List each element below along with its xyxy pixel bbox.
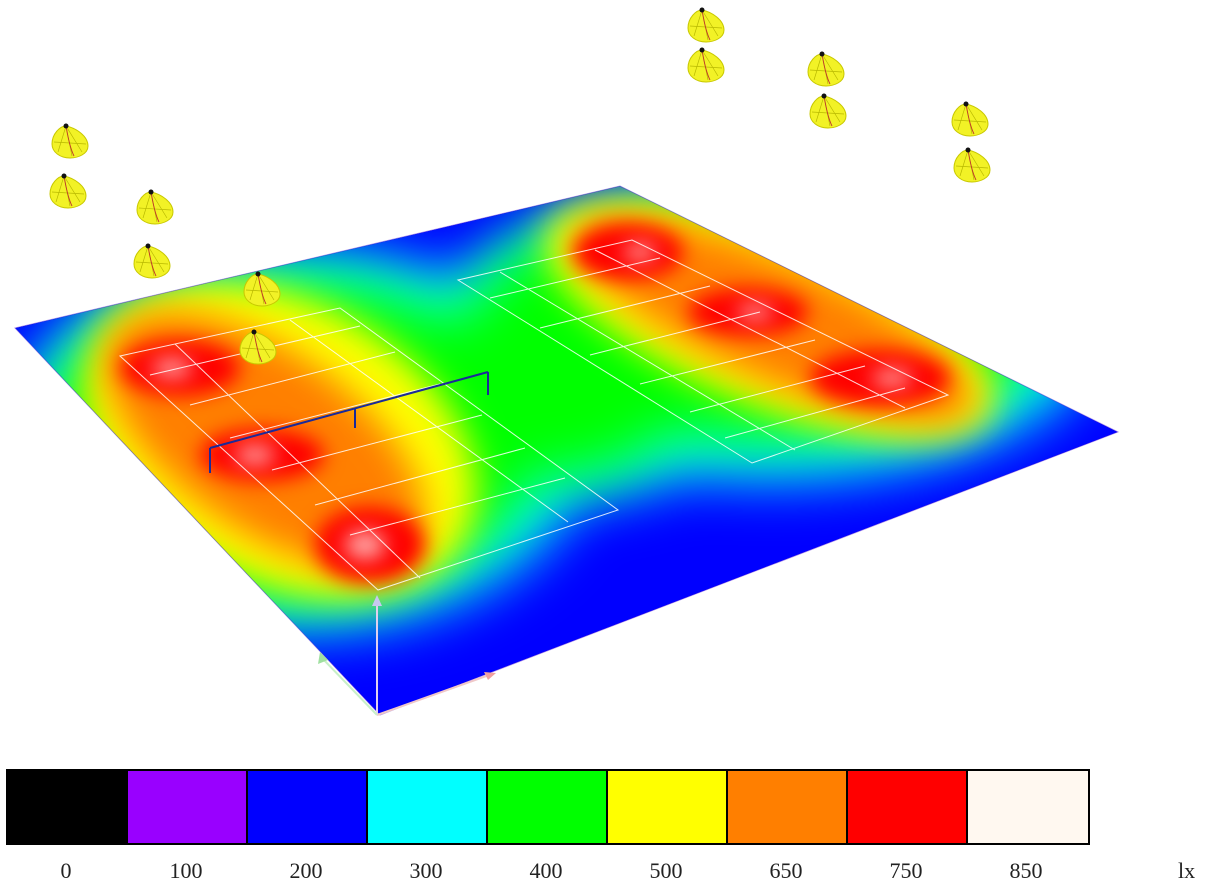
legend-label-200: 200 [289, 858, 323, 883]
floodlight-icon [49, 173, 87, 209]
volleyball-net [209, 371, 489, 473]
legend-label-100: 100 [169, 858, 203, 883]
legend-swatch-750 [848, 771, 968, 843]
right-court-lines [456, 239, 950, 464]
floodlight-icon [951, 101, 989, 137]
legend-label-300: 300 [409, 858, 443, 883]
legend-label-750: 750 [889, 858, 923, 883]
legend-unit: lx [1178, 858, 1196, 883]
floodlight-icon [133, 243, 171, 279]
legend-swatch-400 [488, 771, 608, 843]
legend-swatch-0 [8, 771, 128, 843]
legend-swatch-100 [128, 771, 248, 843]
floodlight-icon [807, 51, 845, 87]
legend-swatch-300 [368, 771, 488, 843]
floodlight-icon [243, 271, 281, 307]
legend-label-500: 500 [649, 858, 683, 883]
floodlight-fixtures [49, 7, 991, 365]
legend-label-650: 650 [769, 858, 803, 883]
floodlight-icon [51, 123, 89, 159]
illuminance-legend [6, 769, 1090, 845]
legend-swatch-500 [608, 771, 728, 843]
floodlight-icon [687, 47, 725, 83]
legend-swatch-650 [728, 771, 848, 843]
floodlight-icon [953, 147, 991, 183]
legend-label-400: 400 [529, 858, 563, 883]
floodlight-icon [809, 93, 847, 129]
illuminance-3d-view [14, 7, 1120, 716]
illuminance-floor [15, 186, 1118, 715]
axis-indicator [318, 595, 496, 716]
legend-swatch-200 [248, 771, 368, 843]
floodlight-icon [136, 189, 174, 225]
legend-swatch-850 [968, 771, 1088, 843]
left-court-lines [118, 307, 620, 591]
floodlight-icon [687, 7, 725, 43]
legend-label-0: 0 [60, 858, 72, 883]
legend-labels: 0 100 200 300 400 500 650 750 850 [0, 858, 1223, 888]
floodlight-icon [239, 329, 277, 365]
legend-label-850: 850 [1009, 858, 1043, 883]
floor-outline [14, 185, 1120, 716]
